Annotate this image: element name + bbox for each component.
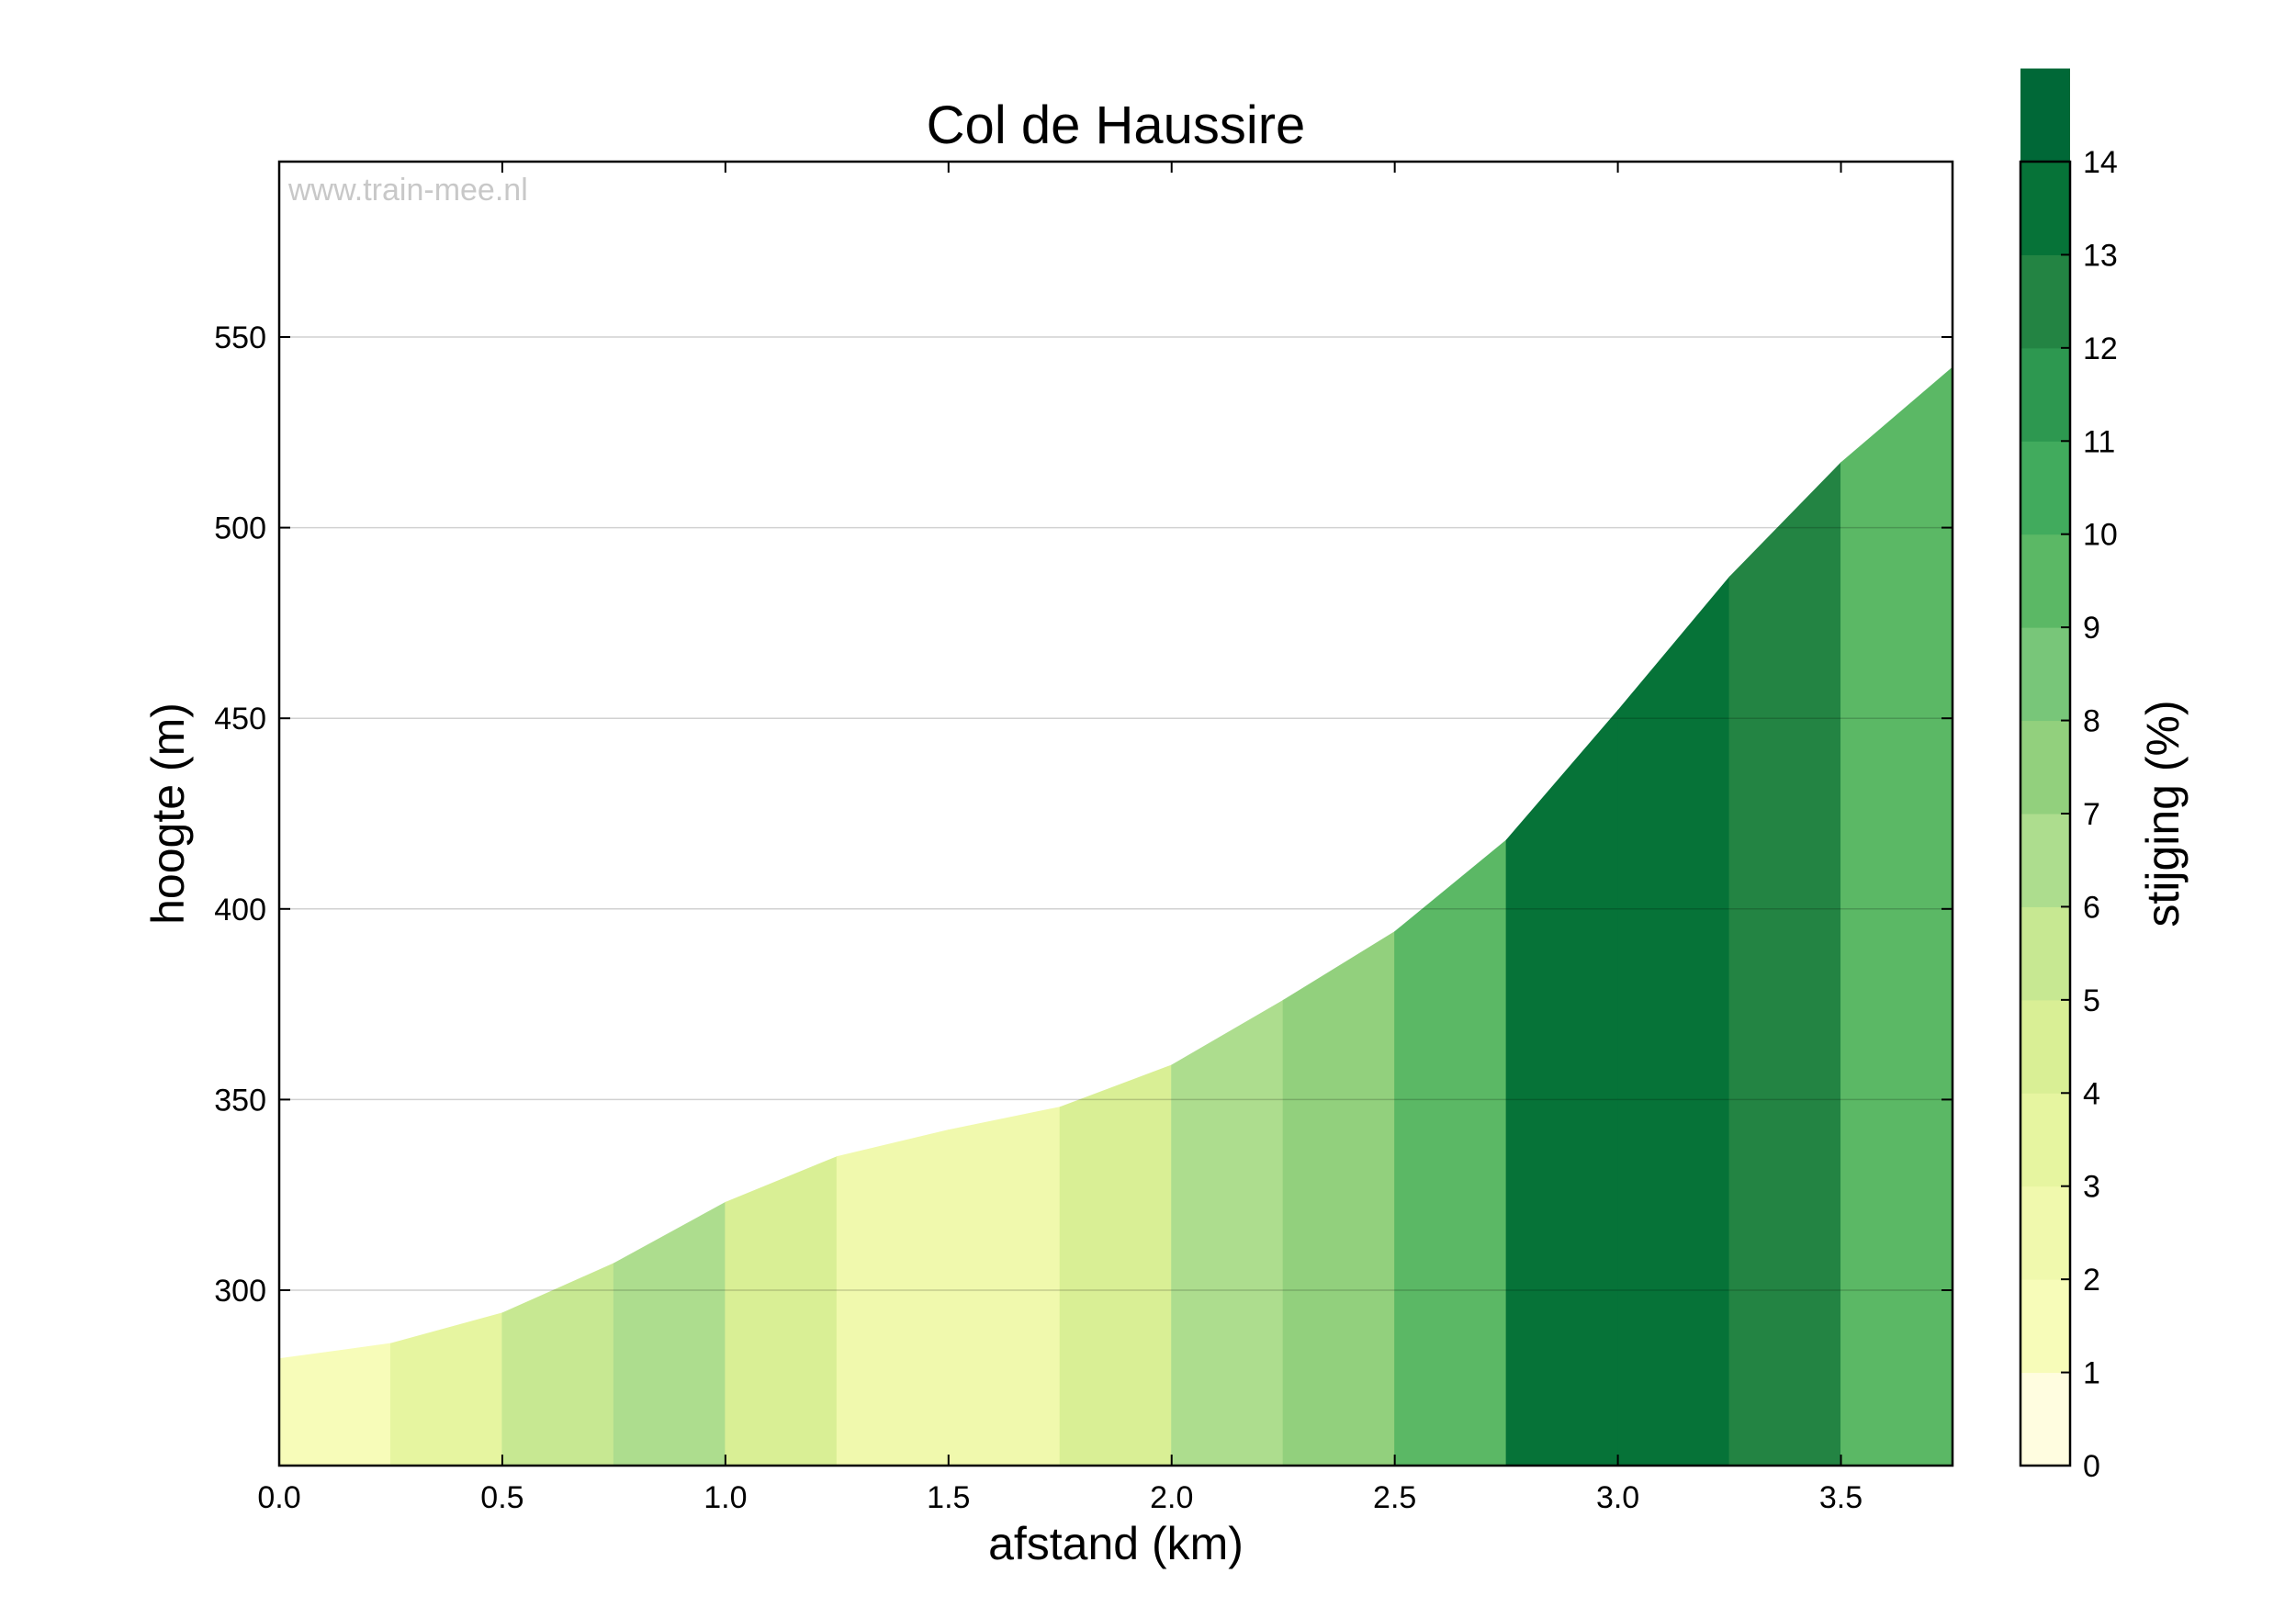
colorbar-tick-label: 2	[2083, 1263, 2100, 1298]
gradient-segment	[1171, 999, 1284, 1467]
gradient-segment	[1840, 366, 1953, 1467]
colorbar-tick-label: 0	[2083, 1449, 2100, 1484]
gradient-segment	[389, 1312, 503, 1467]
x-tick-label: 2.5	[1373, 1480, 1416, 1515]
x-tick-label: 0.0	[257, 1480, 300, 1515]
colorbar-tick-label: 9	[2083, 611, 2100, 646]
gradient-segment	[613, 1201, 726, 1467]
colorbar-tick-label: 7	[2083, 797, 2100, 832]
colorbar-swatch	[2020, 999, 2070, 1094]
colorbar-swatch	[2020, 441, 2070, 535]
colorbar-tick-label: 8	[2083, 704, 2100, 739]
x-axis-label: afstand (km)	[988, 1518, 1244, 1569]
x-tick-label: 3.0	[1596, 1480, 1639, 1515]
y-tick-label: 500	[214, 511, 266, 546]
chart-title: Col de Haussire	[927, 96, 1306, 155]
colorbar-swatch	[2020, 347, 2070, 442]
y-axis-ticks: 300 350 400 450 500 550	[214, 320, 1953, 1309]
y-axis-label: hoogte (m)	[142, 702, 194, 925]
gradient-segment	[836, 1129, 950, 1467]
gradient-segment	[1505, 709, 1619, 1467]
gradient-segment	[1394, 839, 1507, 1467]
colorbar-tick-label: 5	[2083, 983, 2100, 1018]
gradient-segments	[278, 366, 1953, 1467]
colorbar-swatch	[2020, 1279, 2070, 1374]
y-tick-label: 400	[214, 893, 266, 927]
x-tick-label: 0.5	[480, 1480, 523, 1515]
x-tick-label: 3.5	[1819, 1480, 1863, 1515]
y-tick-label: 350	[214, 1083, 266, 1118]
colorbar-swatch	[2020, 534, 2070, 628]
colorbar-tick-label: 6	[2083, 890, 2100, 925]
colorbar-swatch	[2020, 162, 2070, 255]
gradient-segment	[1617, 576, 1730, 1467]
colorbar-tick-label: 3	[2083, 1170, 2100, 1205]
x-tick-label: 1.0	[703, 1480, 747, 1515]
colorbar-swatch	[2020, 1186, 2070, 1280]
colorbar-tick-label: 11	[2083, 424, 2115, 459]
colorbar-swatch	[2020, 720, 2070, 815]
colorbar-swatch	[2020, 68, 2070, 163]
plot-frame	[277, 160, 1954, 1467]
colorbar-swatch	[2020, 1372, 2070, 1467]
colorbar-tick-label: 14	[2083, 145, 2118, 180]
colorbar-tick-label: 10	[2083, 518, 2118, 553]
colorbar-swatch	[2020, 1093, 2070, 1187]
watermark: www.train-mee.nl	[287, 173, 528, 208]
gradient-segment	[501, 1263, 614, 1467]
colorbar-swatch	[2020, 906, 2070, 1001]
gradient-segment	[1728, 461, 1842, 1467]
y-tick-label: 450	[214, 702, 266, 736]
y-tick-label: 550	[214, 320, 266, 355]
colorbar-tick-label: 12	[2083, 332, 2118, 366]
x-tick-label: 1.5	[927, 1480, 970, 1515]
gradient-segment	[1059, 1064, 1173, 1467]
gradient-segment	[725, 1155, 838, 1467]
colorbar-tick-label: 1	[2083, 1356, 2100, 1391]
gridlines	[279, 336, 1953, 1291]
colorbar-label: stijging (%)	[2137, 700, 2189, 927]
colorbar-tick-label: 4	[2083, 1076, 2100, 1111]
colorbar-tick-label: 13	[2083, 238, 2118, 273]
gradient-segment	[1282, 930, 1396, 1467]
colorbar-swatch	[2020, 627, 2070, 722]
x-tick-label: 2.0	[1150, 1480, 1193, 1515]
gradient-segment	[278, 1343, 391, 1467]
gradient-segment	[948, 1107, 1061, 1467]
colorbar-swatch	[2020, 814, 2070, 907]
x-axis-ticks: 0.0 0.5 1.0 1.5 2.0 2.5 3.0 3.5	[257, 162, 1863, 1515]
y-tick-label: 300	[214, 1274, 266, 1309]
colorbar-swatch	[2020, 254, 2070, 349]
plot-axes	[277, 160, 1954, 1467]
